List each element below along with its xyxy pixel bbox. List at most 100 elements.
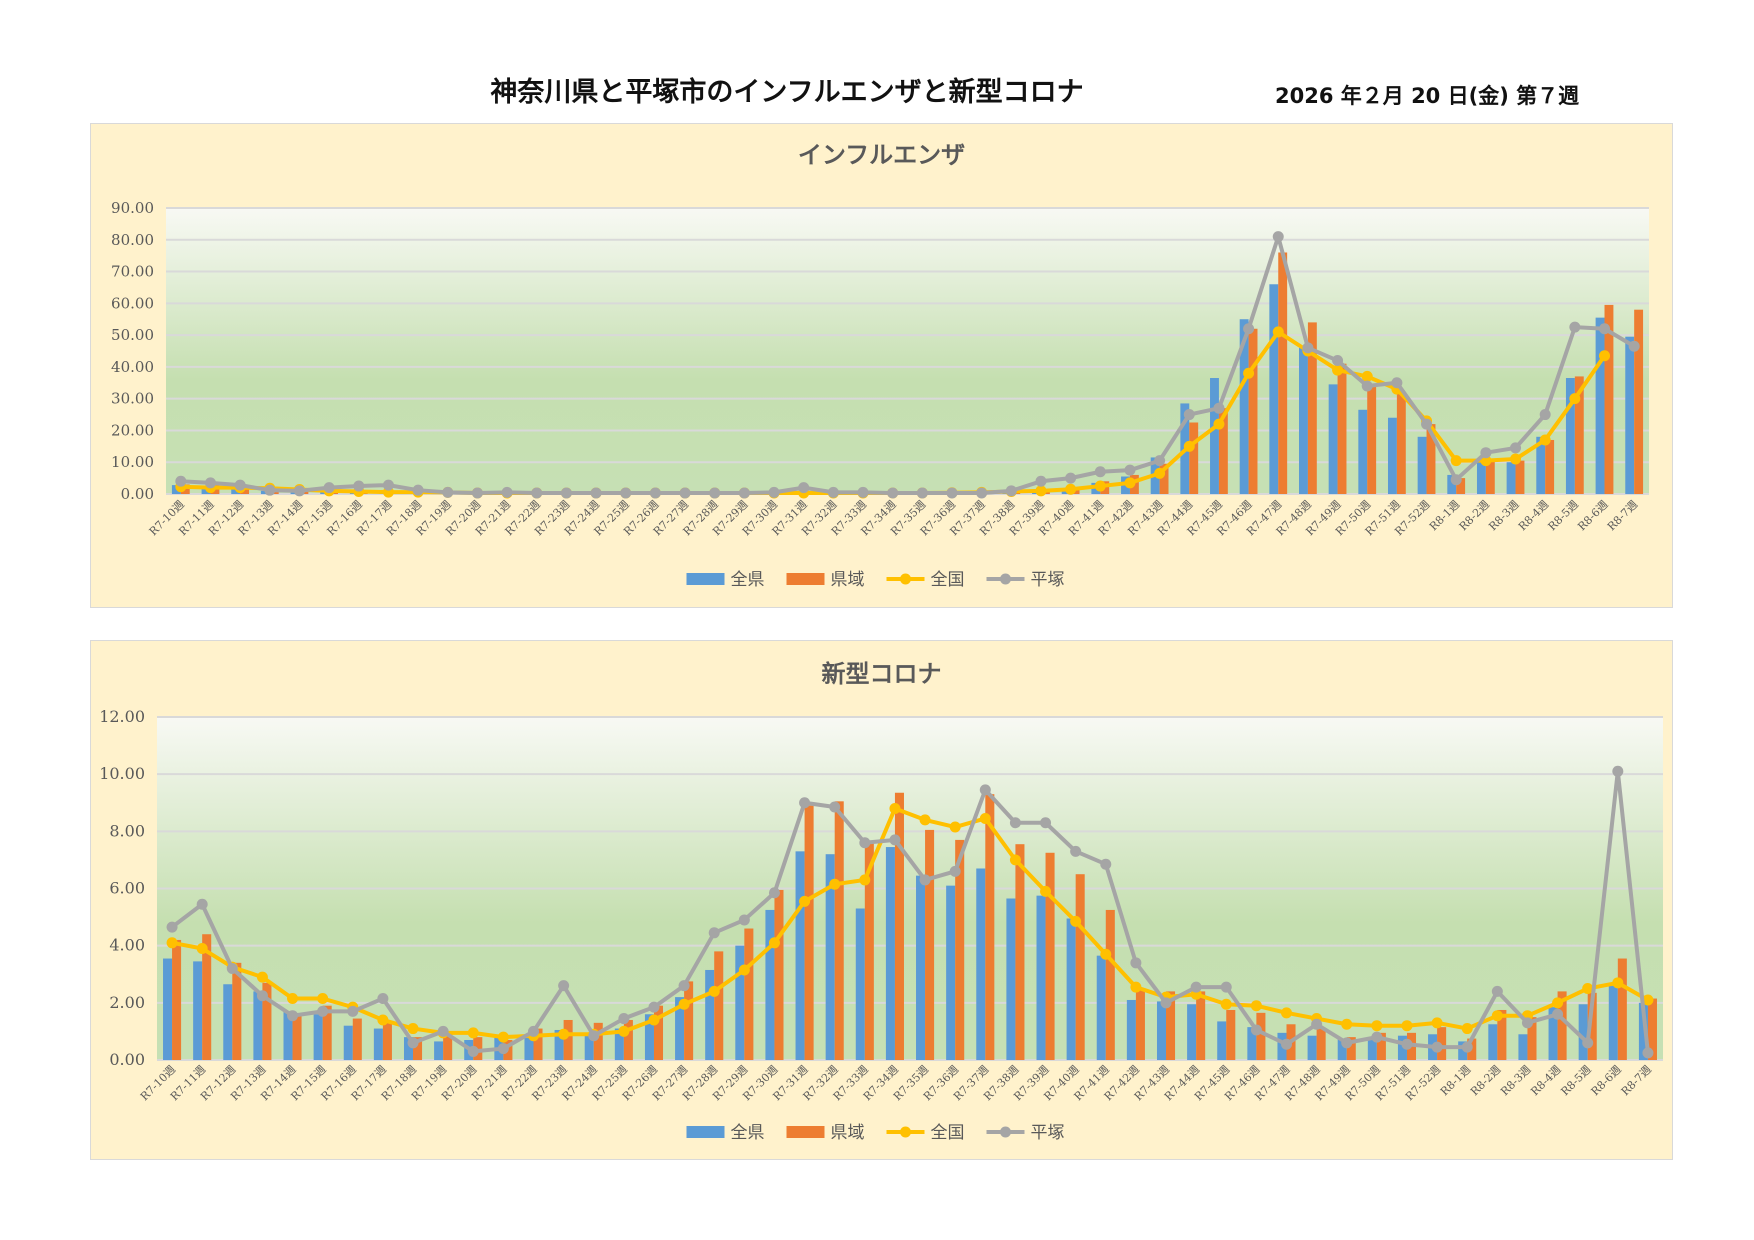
point-平塚 [166, 921, 178, 933]
point-平塚 [1371, 1031, 1383, 1043]
point-全国 [1220, 998, 1232, 1010]
y-tick-label: 2.00 [109, 993, 145, 1012]
bar-県域 [684, 981, 694, 1060]
point-平塚 [768, 887, 780, 899]
point-平塚 [1190, 981, 1202, 993]
point-平塚 [560, 487, 572, 499]
bar-全県 [976, 868, 986, 1060]
point-平塚 [1450, 474, 1462, 486]
bar-県域 [533, 1028, 543, 1060]
point-平塚 [1311, 1018, 1323, 1030]
point-全国 [648, 1014, 660, 1026]
bar-全県 [1187, 1004, 1197, 1060]
bar-県域 [894, 792, 904, 1060]
chart-title: 新型コロナ [822, 660, 942, 688]
point-平塚 [588, 1030, 600, 1042]
bar-県域 [1135, 989, 1145, 1060]
point-平塚 [256, 990, 268, 1002]
point-平塚 [1361, 380, 1373, 392]
point-全国 [1100, 948, 1112, 960]
point-平塚 [293, 485, 305, 497]
legend-swatch-全県 [686, 1126, 725, 1138]
point-平塚 [175, 475, 187, 487]
y-tick-label: 6.00 [109, 879, 145, 898]
bar-県域 [382, 1022, 392, 1060]
point-全国 [829, 878, 841, 890]
point-平塚 [1421, 418, 1433, 430]
point-平塚 [648, 1001, 660, 1013]
point-全国 [558, 1028, 570, 1040]
bar-全県 [1578, 1004, 1588, 1060]
point-全国 [768, 937, 780, 949]
point-平塚 [738, 914, 750, 926]
point-全国 [1213, 418, 1225, 430]
bar-県域 [1248, 328, 1258, 494]
bar-全県 [946, 885, 956, 1060]
y-tick-label: 4.00 [109, 936, 145, 955]
point-平塚 [1569, 321, 1581, 333]
bar-全県 [1518, 1034, 1528, 1060]
bar-全県 [825, 854, 835, 1060]
legend-swatch-県域 [786, 573, 825, 585]
bar-県域 [232, 962, 242, 1060]
point-全国 [166, 937, 178, 949]
point-平塚 [501, 486, 513, 498]
point-平塚 [317, 1005, 329, 1017]
legend-swatch-全県 [686, 573, 725, 585]
point-平塚 [620, 487, 632, 499]
bar-県域 [1105, 909, 1115, 1060]
bar-県域 [262, 982, 272, 1060]
influenza-chart: インフルエンザ 0.00 10.00 20.00 30.00 40.00 50.00 60.0… [90, 123, 1673, 608]
point-平塚 [1100, 858, 1112, 870]
point-平塚 [738, 487, 750, 499]
point-平塚 [798, 482, 810, 494]
point-平塚 [1035, 475, 1047, 487]
bar-県域 [352, 1018, 362, 1060]
point-平塚 [976, 487, 988, 499]
bar-全県 [1126, 999, 1136, 1060]
point-平塚 [1480, 447, 1492, 459]
bar-県域 [1557, 991, 1567, 1060]
bar-全県 [1036, 895, 1046, 1060]
legend-label: 全国 [931, 1123, 965, 1143]
point-平塚 [709, 487, 721, 499]
bar-県域 [1527, 1017, 1537, 1060]
y-tick-label: 10.00 [111, 453, 154, 471]
bar-全県 [614, 1028, 624, 1060]
bar-県域 [1166, 991, 1176, 1060]
legend-swatch-県域 [786, 1126, 825, 1138]
legend-label: 平塚 [1031, 1123, 1065, 1143]
point-平塚 [1552, 1008, 1564, 1020]
point-平塚 [768, 486, 780, 498]
bar-県域 [1346, 1037, 1356, 1060]
point-全国 [407, 1023, 419, 1035]
y-tick-label: 40.00 [111, 358, 154, 376]
point-全国 [1070, 915, 1082, 927]
bar-全県 [1096, 955, 1106, 1060]
point-平塚 [1521, 1017, 1533, 1029]
point-平塚 [1065, 472, 1077, 484]
y-tick-label: 0.00 [109, 1050, 145, 1069]
point-全国 [1183, 440, 1195, 452]
bar-県域 [1226, 1009, 1236, 1060]
point-全国 [1539, 434, 1551, 446]
point-全国 [1250, 1000, 1262, 1012]
point-全国 [1599, 350, 1611, 362]
bar-全県 [1210, 378, 1219, 494]
legend-label: 県域 [831, 1123, 865, 1143]
bar-県域 [1617, 958, 1627, 1060]
point-平塚 [437, 1025, 449, 1037]
bar-県域 [1196, 991, 1206, 1060]
bar-全県 [223, 984, 233, 1060]
point-全国 [799, 895, 811, 907]
point-全国 [1582, 983, 1594, 995]
page-title: 神奈川県と平塚市のインフルエンザと新型コロナ [490, 77, 1084, 108]
point-平塚 [1272, 231, 1284, 243]
point-全国 [1035, 485, 1047, 497]
point-平塚 [1599, 323, 1611, 335]
point-平塚 [1642, 1047, 1654, 1059]
legend-label: 全国 [931, 570, 965, 590]
point-全国 [979, 812, 991, 824]
y-tick-label: 60.00 [111, 294, 154, 312]
point-平塚 [1491, 985, 1503, 997]
